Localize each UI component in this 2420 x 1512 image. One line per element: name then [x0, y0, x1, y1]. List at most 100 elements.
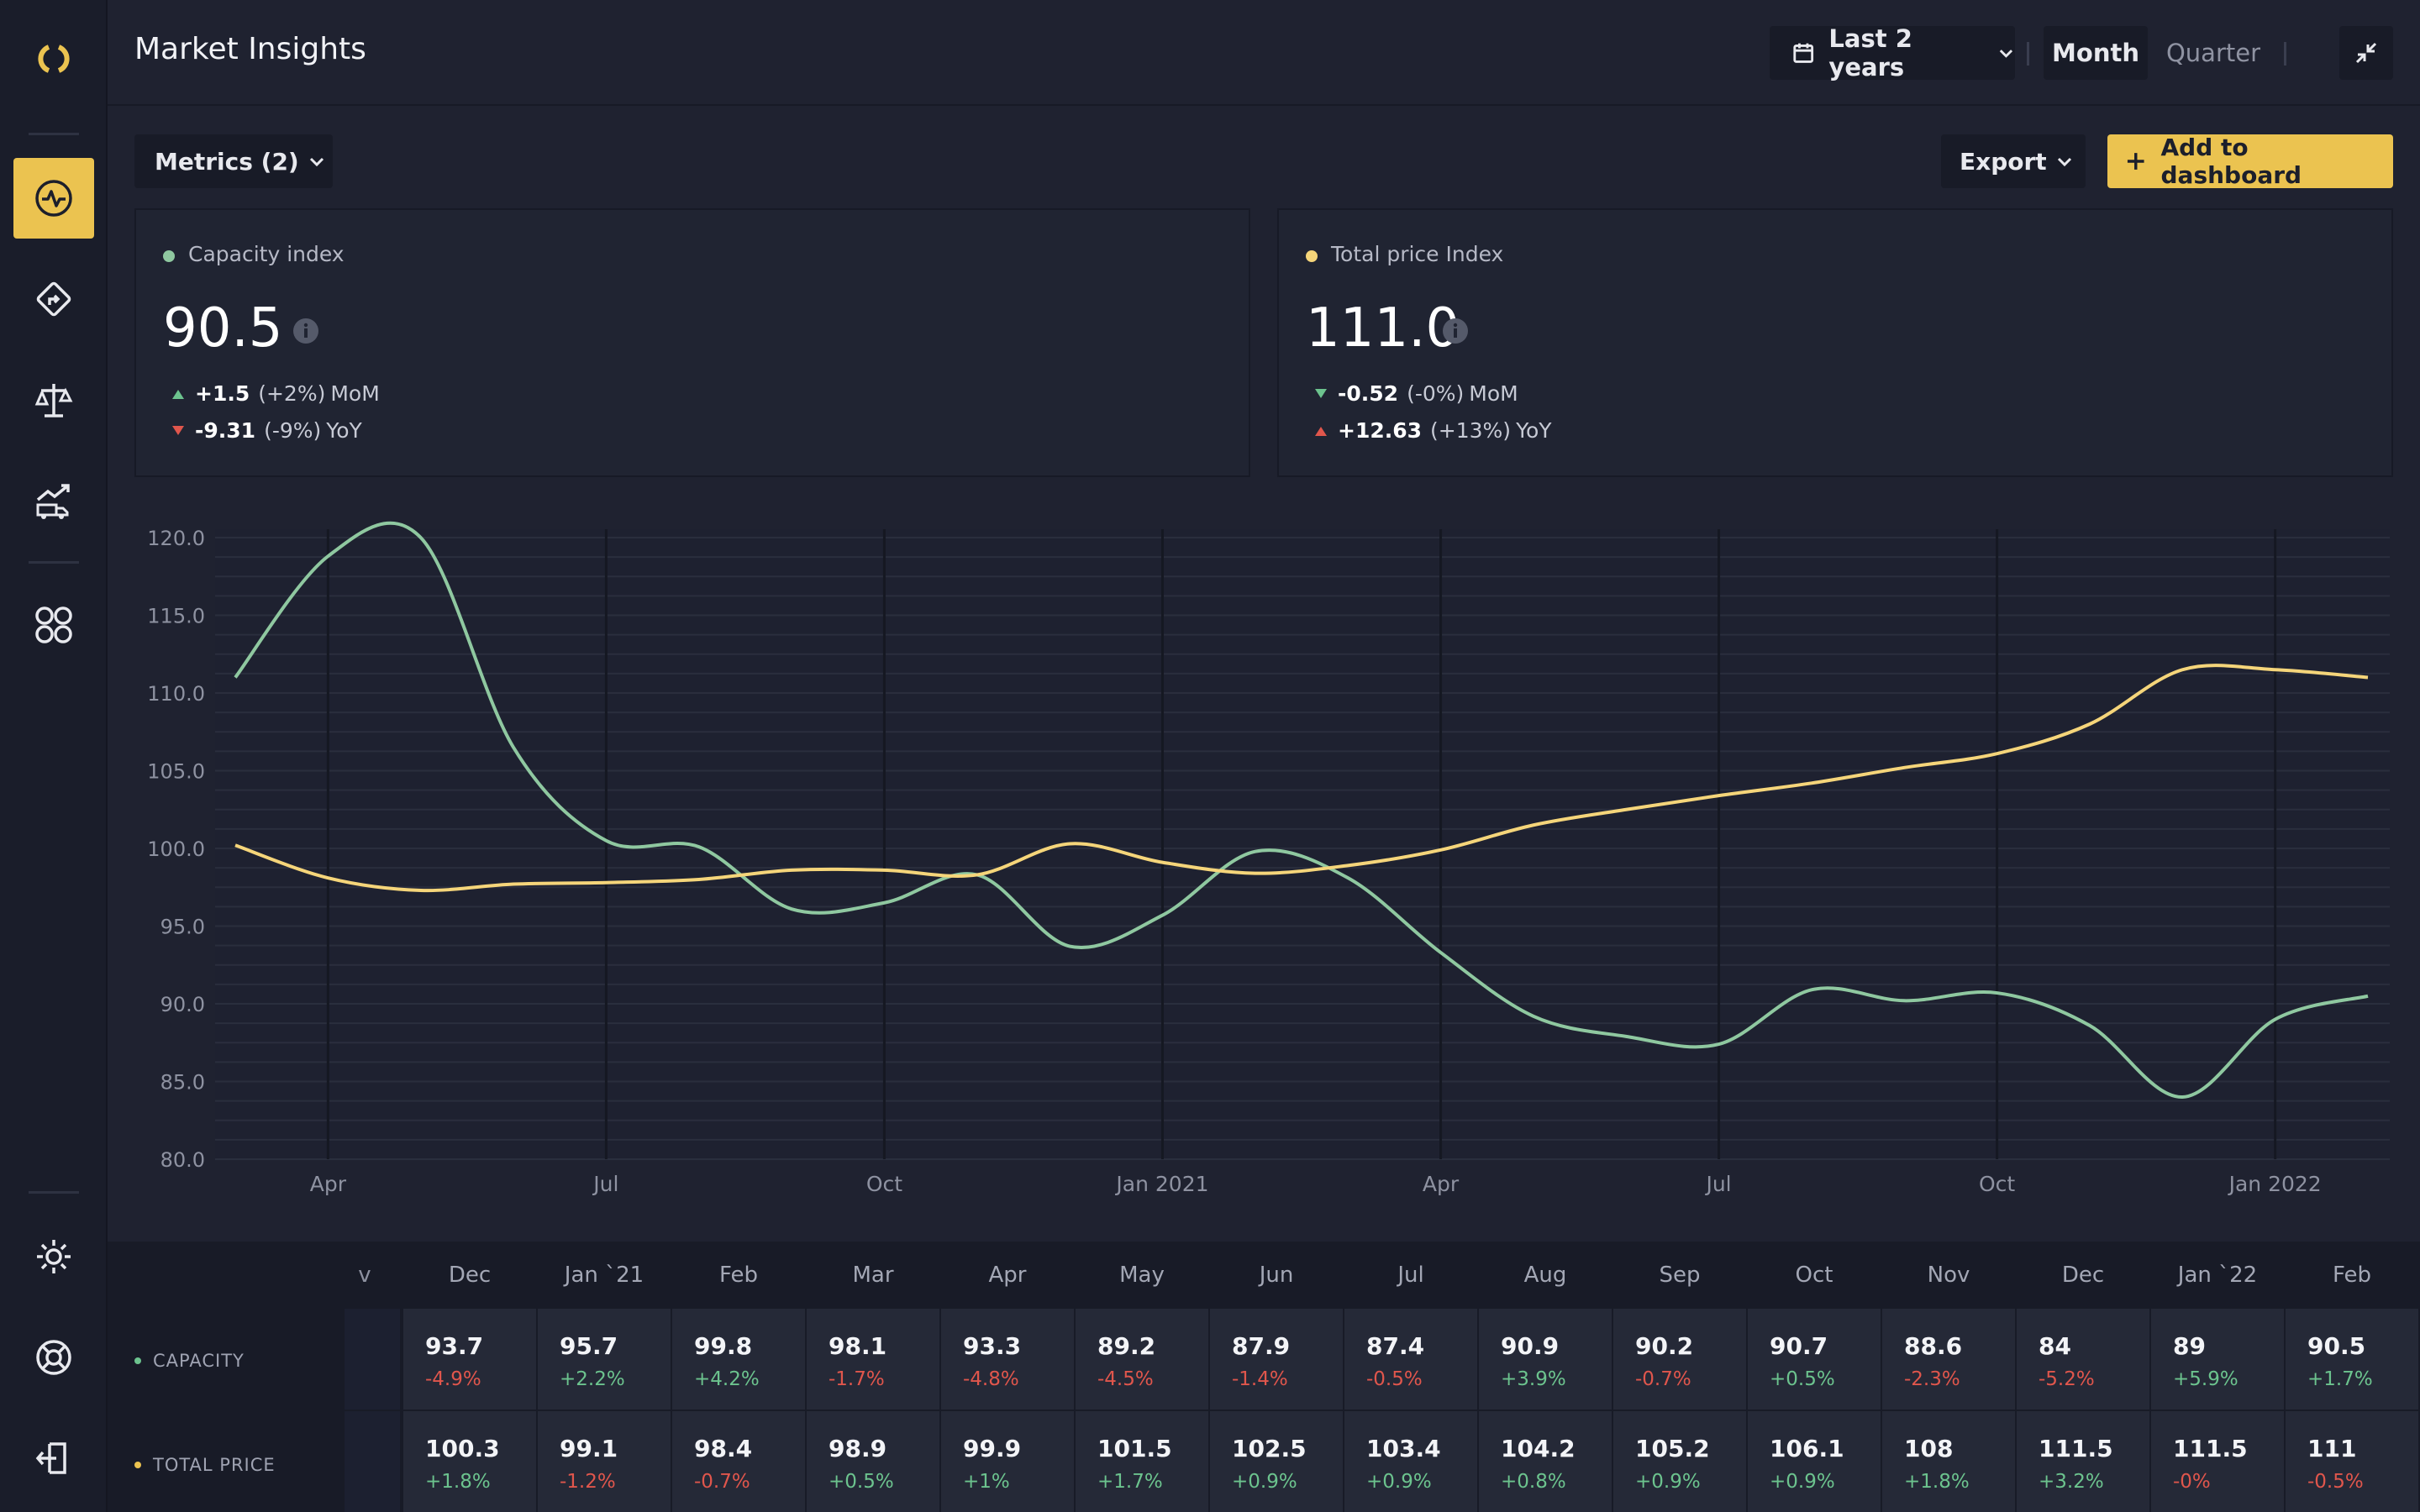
cell-value: 93.3	[963, 1332, 1022, 1360]
metrics-label: Metrics (2)	[155, 147, 299, 176]
table-cell: 100.3 +1.8%	[403, 1411, 536, 1512]
cell-value: 84	[2039, 1332, 2071, 1360]
cell-change: +1.7%	[1097, 1471, 1163, 1493]
cell-change: -0.7%	[694, 1471, 750, 1493]
divider	[2284, 42, 2286, 66]
export-label: Export	[1960, 147, 2047, 176]
tab-month[interactable]: Month	[2044, 26, 2148, 80]
lifebuoy-icon	[36, 1340, 71, 1375]
table-cell: 90.5 +1.7%	[2286, 1309, 2418, 1410]
cell-change: +0.8%	[1501, 1471, 1566, 1493]
date-range-dropdown[interactable]: Last 2 years	[1770, 24, 2015, 81]
table-header-month: Dec	[448, 1263, 492, 1288]
cell-change: -0.5%	[1366, 1368, 1423, 1390]
table-cell: 84 -5.2%	[2017, 1309, 2149, 1410]
top-bar: Market Insights Last 2 years Month Quart…	[108, 0, 2420, 106]
table-header-month: May	[1119, 1263, 1165, 1288]
cell-value: 105.2	[1635, 1435, 1710, 1462]
tab-quarter[interactable]: Quarter	[2165, 39, 2261, 67]
cell-value: 111.5	[2173, 1435, 2248, 1462]
cell-value: 99.1	[560, 1435, 618, 1462]
table-cell: 87.4 -0.5%	[1344, 1309, 1477, 1410]
sidebar	[0, 0, 108, 1512]
triangle-up-icon	[1315, 426, 1327, 436]
plot-area	[215, 529, 2390, 1159]
sidebar-item-apps[interactable]	[13, 585, 94, 665]
delta-value: -0.52	[1338, 381, 1399, 406]
yoy-delta: +12.63 (+13%) YoY	[1313, 418, 1552, 443]
triangle-down-icon	[172, 425, 184, 435]
table-header-month: Aug	[1523, 1263, 1567, 1288]
cell-change: +0.9%	[1232, 1471, 1297, 1493]
cell-value: 106.1	[1770, 1435, 1844, 1462]
export-dropdown[interactable]: Export	[1941, 134, 2086, 188]
delta-pct: (-0%)	[1407, 381, 1465, 406]
calendar-icon	[1793, 43, 1814, 63]
cell-change: -4.8%	[963, 1368, 1019, 1390]
cell-change: +1%	[963, 1471, 1010, 1493]
sidebar-item-routes[interactable]	[13, 259, 94, 339]
cell-value: 98.1	[829, 1332, 887, 1360]
table-header-month: Jul	[1397, 1263, 1424, 1288]
cell-value: 89	[2173, 1332, 2206, 1360]
add-to-dashboard-button[interactable]: Add to dashboard	[2107, 134, 2393, 189]
table-header-month: Mar	[852, 1263, 894, 1288]
sidebar-item-help[interactable]	[13, 1317, 94, 1398]
page-title: Market Insights	[134, 32, 366, 66]
cell-change: -1.2%	[560, 1471, 616, 1493]
collapse-button[interactable]	[2339, 26, 2393, 80]
y-tick-label: 115.0	[147, 605, 205, 628]
y-tick-label: 100.0	[147, 837, 205, 861]
delta-value: +1.5	[195, 381, 250, 406]
mom-delta: -0.52 (-0%) MoM	[1313, 381, 1518, 406]
sidebar-item-insights[interactable]	[13, 158, 94, 239]
divider	[2027, 42, 2029, 66]
cell-value: 90.2	[1635, 1332, 1694, 1360]
table-header-month: Feb	[718, 1263, 759, 1288]
cell-value: 90.9	[1501, 1332, 1560, 1360]
table-cell: 111 -0.5%	[2286, 1411, 2418, 1512]
delta-label: YoY	[1516, 418, 1552, 443]
route-icon	[36, 281, 71, 317]
cell-change: +0.9%	[1770, 1471, 1835, 1493]
yoy-delta: -9.31 (-9%) YoY	[170, 418, 362, 443]
delta-label: MoM	[1469, 381, 1518, 406]
cell-value: 93.7	[425, 1332, 484, 1360]
mom-delta: +1.5 (+2%) MoM	[170, 381, 380, 406]
cell-change: -4.5%	[1097, 1368, 1154, 1390]
sidebar-item-logout[interactable]	[13, 1418, 94, 1499]
cell-value: 104.2	[1501, 1435, 1576, 1462]
table-header-month: Oct	[1795, 1263, 1833, 1288]
info-icon[interactable]	[292, 318, 319, 344]
cell-value: 90.5	[2307, 1332, 2366, 1360]
x-tick-label: Jan 2022	[2228, 1172, 2322, 1196]
chevron-down-icon	[309, 157, 324, 167]
data-table: v CAPACITY TOTAL PRICE Dec Jan `21 Feb Mar A…	[108, 1242, 2420, 1512]
cell-value: 99.9	[963, 1435, 1022, 1462]
y-tick-label: 85.0	[160, 1071, 205, 1095]
sidebar-item-balance[interactable]	[13, 360, 94, 440]
table-cell: 93.3 -4.8%	[941, 1309, 1074, 1410]
card-value: 90.5	[163, 297, 283, 360]
x-tick-label: Oct	[1979, 1172, 2015, 1196]
table-header-month: Jan `21	[564, 1263, 644, 1288]
cell-value: 90.7	[1770, 1332, 1828, 1360]
sidebar-item-trends[interactable]	[13, 460, 94, 541]
info-icon[interactable]	[1442, 318, 1469, 344]
cell-change: +3.9%	[1501, 1368, 1566, 1390]
table-cell: 106.1 +0.9%	[1748, 1411, 1881, 1512]
table-cell: 90.9 +3.9%	[1479, 1309, 1612, 1410]
scale-icon	[34, 384, 73, 417]
table-cell: 95.7 +2.2%	[538, 1309, 671, 1410]
cell-change: +3.2%	[2039, 1471, 2104, 1493]
cell-change: -5.2%	[2039, 1368, 2095, 1390]
chevron-down-icon	[2057, 157, 2071, 167]
cell-value: 111	[2307, 1435, 2357, 1462]
metrics-dropdown[interactable]: Metrics (2)	[134, 134, 333, 188]
cell-change: +2.2%	[560, 1368, 625, 1390]
truck-trend-icon	[36, 484, 70, 519]
y-tick-label: 105.0	[147, 760, 205, 784]
logo-icon[interactable]	[13, 18, 94, 99]
cell-change: -1.4%	[1232, 1368, 1288, 1390]
sidebar-item-theme[interactable]	[13, 1216, 94, 1297]
